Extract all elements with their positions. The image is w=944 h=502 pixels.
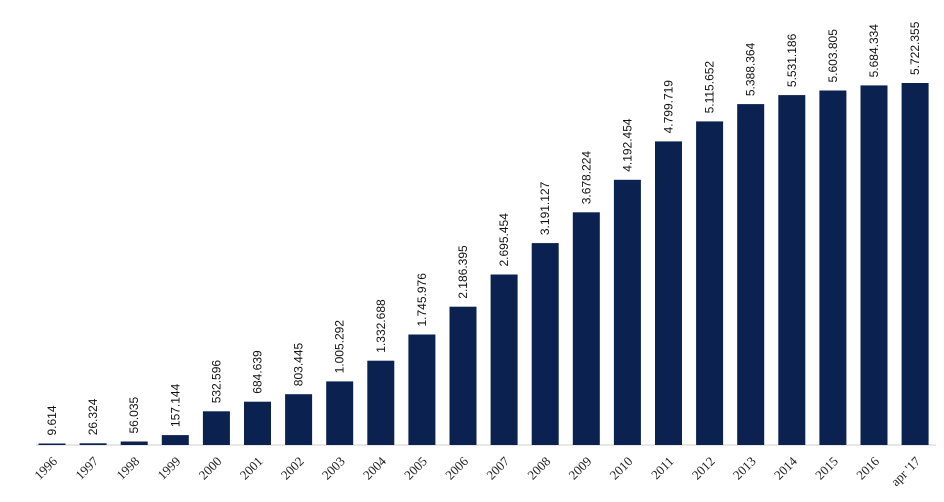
x-tick-label: 2002 [278,454,307,483]
x-tick-label: 1999 [154,454,183,483]
value-labels-group: 9.614 26.324 56.035 157.144 532.596 684.639 80… [45,21,922,435]
category-labels-group: 1996 1997 1998 1999 2000 2001 2002 2003 2004 2005… [31,453,923,489]
x-tick-label: 1997 [72,453,101,482]
x-tick-label: 2009 [565,454,594,483]
bar-1996 [38,443,66,445]
bar-2000 [202,411,230,445]
value-label: 5.531.186 [785,33,799,87]
x-tick-label: 2013 [730,454,759,483]
x-tick-label: 2000 [196,454,225,483]
value-label: 5.684.334 [867,24,881,78]
bar-2012 [696,121,724,446]
value-label: 5.115.652 [703,61,717,114]
bar-apr-17 [901,83,929,445]
bar-2016 [860,85,888,446]
value-label: 1.745.976 [415,273,429,327]
bar-2009 [572,212,600,445]
bar-2001 [244,401,271,445]
x-tick-label: apr '17 [888,453,924,489]
value-label: 56.035 [127,396,141,433]
value-label: 532.596 [209,360,223,404]
bar-2005 [408,334,436,445]
bar-2013 [737,104,765,445]
x-tick-label: 2010 [607,454,636,483]
bar-1999 [161,435,189,445]
value-label: 5.388.364 [744,42,758,96]
value-label: 157.144 [168,383,182,427]
value-label: 1.005.292 [333,320,347,374]
bars-group [38,83,929,446]
bar-2011 [655,141,682,445]
value-label: 5.722.355 [908,21,922,75]
x-tick-label: 2005 [401,454,430,483]
value-label: 803.445 [292,342,306,386]
value-label: 3.191.127 [538,181,552,235]
x-tick-label: 2011 [648,454,677,483]
value-label: 684.639 [251,350,265,394]
bar-2006 [449,306,477,445]
bar-2002 [285,394,313,445]
x-tick-label: 2006 [442,453,471,482]
bar-2004 [367,360,395,445]
x-tick-label: 2007 [483,453,512,482]
x-tick-label: 2016 [853,453,882,482]
x-tick-label: 2015 [812,454,841,483]
value-label: 4.799.719 [662,80,676,134]
x-tick-label: 2008 [524,454,553,483]
bar-2014 [778,95,806,445]
x-tick-label: 2004 [360,453,389,482]
bar-1998 [120,441,148,445]
value-label: 1.332.688 [374,299,388,353]
x-tick-label: 2001 [237,454,266,483]
value-label: 9.614 [45,405,59,435]
value-label: 2.186.395 [456,245,470,299]
bar-2003 [326,381,354,445]
x-tick-label: 2003 [319,454,348,483]
value-label: 5.603.805 [826,29,840,83]
bar-2008 [531,243,559,445]
bar-1997 [79,443,107,445]
value-label: 2.695.454 [497,213,511,267]
bar-2010 [613,179,641,446]
bar-2007 [490,274,518,445]
x-tick-label: 1998 [113,454,142,483]
value-label: 4.192.454 [620,118,634,172]
x-tick-label: 2014 [771,453,800,482]
x-tick-label: 2012 [689,454,718,483]
bar-2015 [819,90,847,445]
x-tick-label: 1996 [31,453,60,482]
value-label: 3.678.224 [579,151,593,205]
value-label: 26.324 [86,398,100,435]
